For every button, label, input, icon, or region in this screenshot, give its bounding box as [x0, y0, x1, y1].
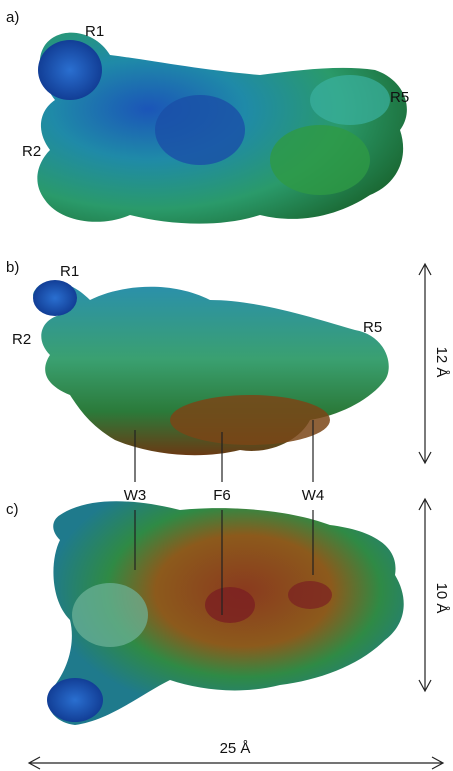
panel-label: c) — [6, 501, 19, 518]
marker-label: F6 — [213, 487, 231, 504]
surface-a — [37, 33, 407, 224]
dimension-label: 10 Å — [433, 583, 450, 614]
dimension-label: 25 Å — [220, 740, 251, 757]
marker-label: W4 — [302, 487, 325, 504]
dimension-label: 12 Å — [433, 347, 450, 378]
surface-c — [47, 501, 404, 725]
residue-label: R1 — [85, 23, 104, 40]
panel-label: a) — [6, 9, 19, 26]
surface-b — [33, 280, 389, 455]
panel-label: b) — [6, 259, 19, 276]
marker-label: W3 — [124, 487, 147, 504]
residue-label: R1 — [60, 263, 79, 280]
residue-label: R5 — [363, 319, 382, 336]
residue-label: R2 — [12, 331, 31, 348]
residue-label: R5 — [390, 89, 409, 106]
residue-label: R2 — [22, 143, 41, 160]
figure: a) R1 R2 R5 b) R1 R2 R5 c) W3 F6 W4 12 Å… — [0, 0, 453, 771]
